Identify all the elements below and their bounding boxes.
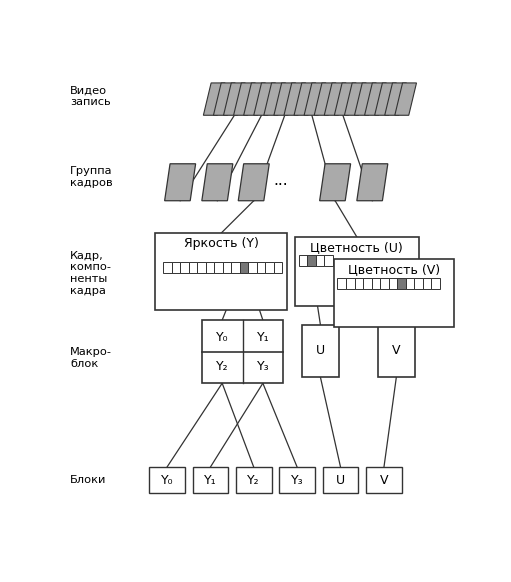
- Bar: [149, 467, 185, 494]
- Bar: [324, 255, 333, 266]
- Bar: [302, 325, 339, 377]
- Bar: [299, 255, 307, 266]
- Bar: [236, 467, 271, 494]
- Bar: [280, 467, 315, 494]
- Bar: [295, 237, 419, 306]
- Polygon shape: [324, 83, 346, 115]
- Polygon shape: [254, 83, 275, 115]
- Polygon shape: [203, 83, 225, 115]
- Polygon shape: [334, 83, 356, 115]
- Text: Y₃: Y₃: [257, 360, 269, 372]
- Text: Макро-
блок: Макро- блок: [70, 347, 112, 368]
- Bar: [231, 262, 240, 273]
- Text: Блоки: Блоки: [70, 475, 106, 485]
- Bar: [388, 278, 397, 289]
- Bar: [316, 255, 324, 266]
- Text: Y₀: Y₀: [160, 474, 173, 487]
- Bar: [248, 262, 257, 273]
- Polygon shape: [244, 83, 265, 115]
- Polygon shape: [304, 83, 326, 115]
- Bar: [265, 262, 274, 273]
- Bar: [274, 262, 283, 273]
- Bar: [366, 467, 402, 494]
- Polygon shape: [355, 83, 376, 115]
- Bar: [334, 259, 454, 327]
- Bar: [172, 262, 180, 273]
- Polygon shape: [357, 164, 388, 201]
- Bar: [378, 325, 415, 377]
- Bar: [163, 262, 172, 273]
- Text: V: V: [380, 474, 388, 487]
- Bar: [197, 262, 206, 273]
- Polygon shape: [314, 83, 336, 115]
- Text: Группа
кадров: Группа кадров: [70, 166, 113, 187]
- Bar: [307, 255, 316, 266]
- Bar: [406, 278, 414, 289]
- Polygon shape: [264, 83, 286, 115]
- Bar: [206, 262, 214, 273]
- Bar: [431, 278, 440, 289]
- Bar: [337, 278, 346, 289]
- Text: Y₁: Y₁: [257, 331, 269, 343]
- Text: Цветность (U): Цветность (U): [311, 241, 403, 254]
- Polygon shape: [375, 83, 397, 115]
- Bar: [380, 278, 388, 289]
- Polygon shape: [344, 83, 366, 115]
- Polygon shape: [284, 83, 306, 115]
- Polygon shape: [238, 164, 269, 201]
- Text: Y₂: Y₂: [216, 360, 228, 372]
- Bar: [180, 262, 189, 273]
- Text: U: U: [336, 474, 345, 487]
- Text: Y₁: Y₁: [204, 474, 217, 487]
- Bar: [223, 262, 231, 273]
- Polygon shape: [385, 83, 406, 115]
- Bar: [155, 233, 287, 310]
- Bar: [193, 467, 228, 494]
- Bar: [355, 278, 363, 289]
- Polygon shape: [294, 83, 316, 115]
- Text: Кадр,
компо-
ненты
кадра: Кадр, компо- ненты кадра: [70, 251, 111, 296]
- Text: ...: ...: [273, 173, 288, 188]
- Polygon shape: [214, 83, 235, 115]
- Bar: [371, 278, 380, 289]
- Bar: [240, 262, 248, 273]
- Bar: [202, 320, 283, 383]
- Text: U: U: [316, 345, 325, 357]
- Bar: [214, 262, 223, 273]
- Text: Цветность (V): Цветность (V): [347, 264, 439, 276]
- Bar: [363, 278, 371, 289]
- Text: Яркость (Y): Яркость (Y): [184, 237, 259, 250]
- Bar: [189, 262, 197, 273]
- Polygon shape: [274, 83, 295, 115]
- Polygon shape: [202, 164, 233, 201]
- Bar: [414, 278, 423, 289]
- Text: Y₀: Y₀: [216, 331, 228, 343]
- Polygon shape: [395, 83, 416, 115]
- Text: Y₃: Y₃: [291, 474, 304, 487]
- Polygon shape: [319, 164, 351, 201]
- Bar: [423, 278, 431, 289]
- Bar: [346, 278, 355, 289]
- Text: V: V: [392, 345, 401, 357]
- Polygon shape: [234, 83, 256, 115]
- Text: Видео
запись: Видео запись: [70, 85, 111, 107]
- Polygon shape: [223, 83, 245, 115]
- Bar: [257, 262, 265, 273]
- Text: Y₂: Y₂: [247, 474, 260, 487]
- Bar: [323, 467, 358, 494]
- Polygon shape: [165, 164, 196, 201]
- Polygon shape: [364, 83, 386, 115]
- Bar: [397, 278, 406, 289]
